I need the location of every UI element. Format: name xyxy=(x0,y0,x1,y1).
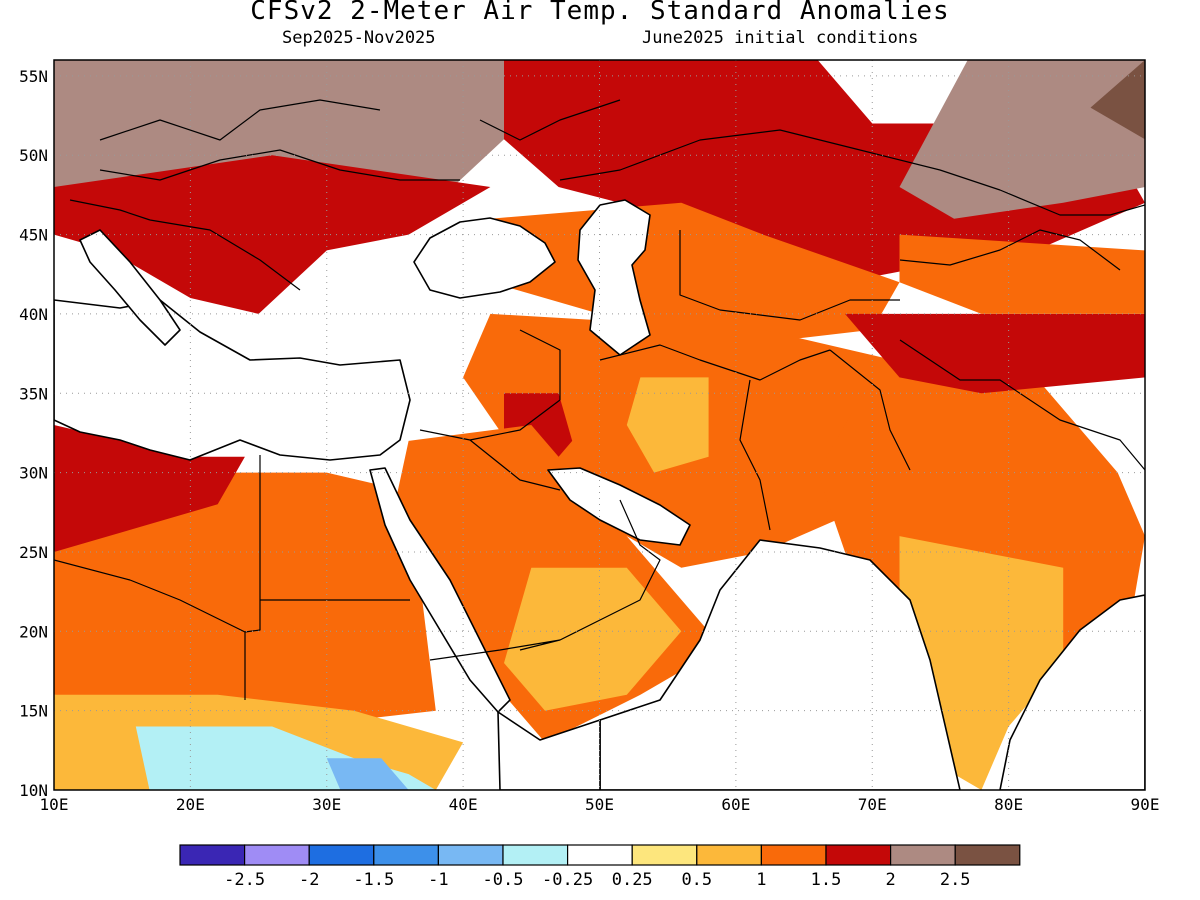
legend-swatch xyxy=(437,844,504,866)
anomaly-region-mongolia-dark xyxy=(1090,60,1145,140)
y-tick-label: 55N xyxy=(19,67,48,86)
y-tick-label: 35N xyxy=(19,384,48,403)
italy xyxy=(79,229,181,346)
legend-swatch xyxy=(566,844,633,866)
axis-ticks: 10E 20E 30E 40E 50E 60E 70E 80E 90E 10N 15N 20N 25N 3… xyxy=(19,67,1159,814)
anomaly-region-nw-china-warm xyxy=(899,234,1145,314)
x-tick-label: 70E xyxy=(858,795,887,814)
x-tick-label: 90E xyxy=(1131,795,1160,814)
anomaly-region-himalaya-warm xyxy=(845,313,1145,394)
legend-label: -1.5 xyxy=(353,870,394,890)
gulf-of-aden xyxy=(497,711,601,790)
legend-swatch xyxy=(825,844,892,866)
initial-conditions: June2025 initial conditions xyxy=(642,28,919,48)
y-tick-label: 10N xyxy=(19,781,48,800)
x-tick-label: 50E xyxy=(585,795,614,814)
y-tick-label: 45N xyxy=(19,226,48,245)
legend-swatch xyxy=(954,844,1021,866)
y-tick-label: 40N xyxy=(19,305,48,324)
legend-swatch xyxy=(631,844,698,866)
bay-of-bengal xyxy=(999,594,1145,790)
legend-label: -2 xyxy=(299,870,319,890)
anomaly-region-sudan-cool xyxy=(326,758,409,790)
anomaly-region-arabia-mild-warm xyxy=(504,567,682,711)
legend-swatch xyxy=(502,844,569,866)
anomaly-region-europe-red xyxy=(54,155,491,314)
legend-label: 2 xyxy=(885,870,895,890)
y-tick-label: 15N xyxy=(19,702,48,721)
arabian-sea xyxy=(599,539,961,790)
black-sea xyxy=(413,217,556,299)
y-tick-label: 25N xyxy=(19,543,48,562)
y-tick-label: 20N xyxy=(19,622,48,641)
y-tick-label: 50N xyxy=(19,146,48,165)
forecast-period: Sep2025-Nov2025 xyxy=(282,28,436,48)
map-title: CFSv2 2-Meter Air Temp. Standard Anomali… xyxy=(250,0,950,26)
color-legend: -2.5 -2 -1.5 -1 -0.5 -0.25 0.25 0.5 1 1.5 2 2.5 xyxy=(179,844,1021,890)
legend-swatch xyxy=(889,844,956,866)
legend-label: 1.5 xyxy=(811,870,842,890)
coastlines xyxy=(54,99,1145,790)
legend-label: -1 xyxy=(428,870,448,890)
legend-label: 0.25 xyxy=(612,870,653,890)
anomaly-region-central-asia-strong-warm xyxy=(504,60,1145,298)
x-tick-label: 40E xyxy=(449,795,478,814)
red-sea xyxy=(369,467,511,713)
legend-label: 1 xyxy=(756,870,766,890)
x-tick-label: 80E xyxy=(994,795,1023,814)
mediterranean-sea xyxy=(54,299,411,461)
y-tick-label: 30N xyxy=(19,464,48,483)
x-tick-label: 20E xyxy=(176,795,205,814)
anomaly-region-mongolia-above xyxy=(899,60,1145,219)
legend-label: -0.25 xyxy=(542,870,593,890)
x-tick-label: 30E xyxy=(312,795,341,814)
caspian-sea xyxy=(577,199,651,356)
legend-swatch xyxy=(308,844,375,866)
persian-gulf xyxy=(547,467,691,546)
legend-label: -2.5 xyxy=(224,870,265,890)
legend-swatch xyxy=(244,844,310,866)
legend-swatch xyxy=(179,844,246,866)
x-tick-label: 10E xyxy=(40,795,69,814)
legend-swatch xyxy=(760,844,827,866)
legend-label: 0.5 xyxy=(681,870,712,890)
legend-label: -0.5 xyxy=(483,870,524,890)
anomaly-region-iran-mid-warm xyxy=(626,377,709,473)
x-tick-label: 60E xyxy=(721,795,750,814)
legend-swatch xyxy=(696,844,762,866)
plot-frame xyxy=(53,59,1146,791)
legend-swatch xyxy=(373,844,439,866)
legend-label: 2.5 xyxy=(940,870,971,890)
